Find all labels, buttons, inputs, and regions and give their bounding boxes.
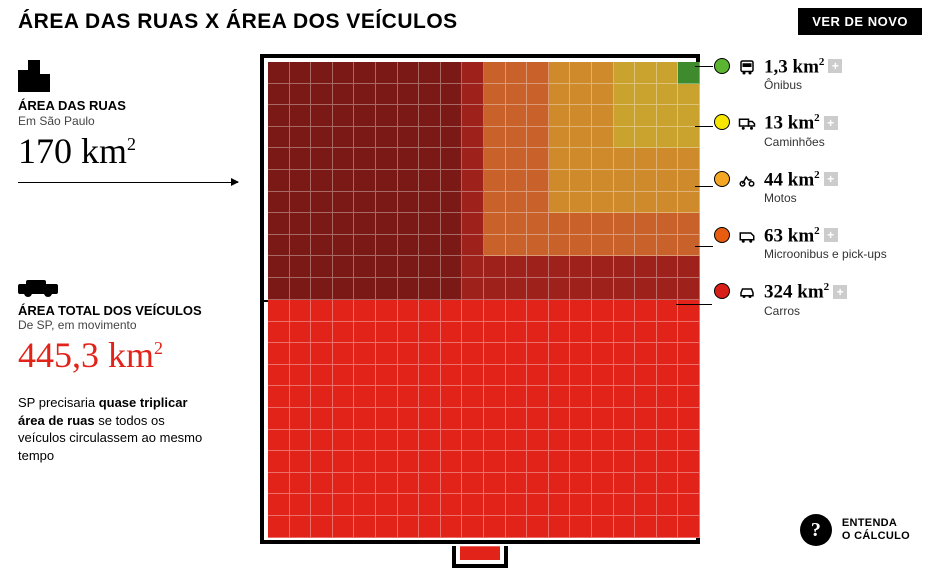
vehicles-label: ÁREA TOTAL DOS VEÍCULOS xyxy=(18,303,248,319)
legend-item: 13 km2+Caminhões xyxy=(714,112,934,148)
expand-button[interactable]: + xyxy=(833,285,847,299)
connector-line xyxy=(695,126,713,127)
explain-line1: ENTENDA xyxy=(842,517,910,530)
legend-dot xyxy=(714,227,730,243)
legend-value: 44 km2+ xyxy=(764,169,838,191)
explain-button[interactable]: ? ENTENDA O CÁLCULO xyxy=(800,514,910,546)
legend-item: 63 km2+Microonibus e pick-ups xyxy=(714,225,934,261)
page-title: ÁREA DAS RUAS X ÁREA DOS VEÍCULOS xyxy=(18,10,458,34)
legend-item: 324 km2+Carros xyxy=(714,281,934,317)
city-icon xyxy=(18,60,54,92)
expand-button[interactable]: + xyxy=(824,172,838,186)
streets-label: ÁREA DAS RUAS xyxy=(18,98,248,114)
bus-icon xyxy=(738,58,756,76)
legend-dot xyxy=(714,114,730,130)
legend-value: 63 km2+ xyxy=(764,225,887,247)
explain-line2: O CÁLCULO xyxy=(842,530,910,543)
connector-line xyxy=(676,304,712,305)
legend: 1,3 km2+Ônibus 13 km2+Caminhões 44 km2+Mot… xyxy=(714,56,934,338)
connector-line xyxy=(695,246,713,247)
replay-button[interactable]: VER DE NOVO xyxy=(798,8,922,35)
connector-line xyxy=(695,186,713,187)
legend-dot xyxy=(714,58,730,74)
legend-item: 44 km2+Motos xyxy=(714,169,934,205)
question-icon: ? xyxy=(800,514,832,546)
legend-dot xyxy=(714,171,730,187)
truck-icon xyxy=(738,114,756,132)
legend-label: Microonibus e pick-ups xyxy=(764,247,887,261)
vehicles-sub: De SP, em movimento xyxy=(18,318,248,332)
arrow-streets xyxy=(18,182,238,183)
legend-label: Motos xyxy=(764,191,838,205)
legend-value: 13 km2+ xyxy=(764,112,838,134)
expand-button[interactable]: + xyxy=(824,228,838,242)
legend-label: Ônibus xyxy=(764,78,842,92)
field-notch xyxy=(452,546,508,568)
connector-line xyxy=(695,66,713,67)
expand-button[interactable]: + xyxy=(828,59,842,73)
legend-label: Carros xyxy=(764,304,847,318)
vehicles-value: 445,3 km2 xyxy=(18,334,248,376)
moto-icon xyxy=(738,171,756,189)
legend-value: 1,3 km2+ xyxy=(764,56,842,78)
streets-value: 170 km2 xyxy=(18,130,248,172)
note-text: SP precisaria quase triplicar área de ru… xyxy=(18,394,208,464)
van-icon xyxy=(738,227,756,245)
legend-dot xyxy=(714,283,730,299)
expand-button[interactable]: + xyxy=(824,116,838,130)
legend-label: Caminhões xyxy=(764,135,838,149)
legend-value: 324 km2+ xyxy=(764,281,847,303)
legend-item: 1,3 km2+Ônibus xyxy=(714,56,934,92)
streets-sub: Em São Paulo xyxy=(18,114,248,128)
car-icon xyxy=(738,283,756,301)
area-grid xyxy=(260,54,700,562)
car-icon xyxy=(18,279,58,297)
